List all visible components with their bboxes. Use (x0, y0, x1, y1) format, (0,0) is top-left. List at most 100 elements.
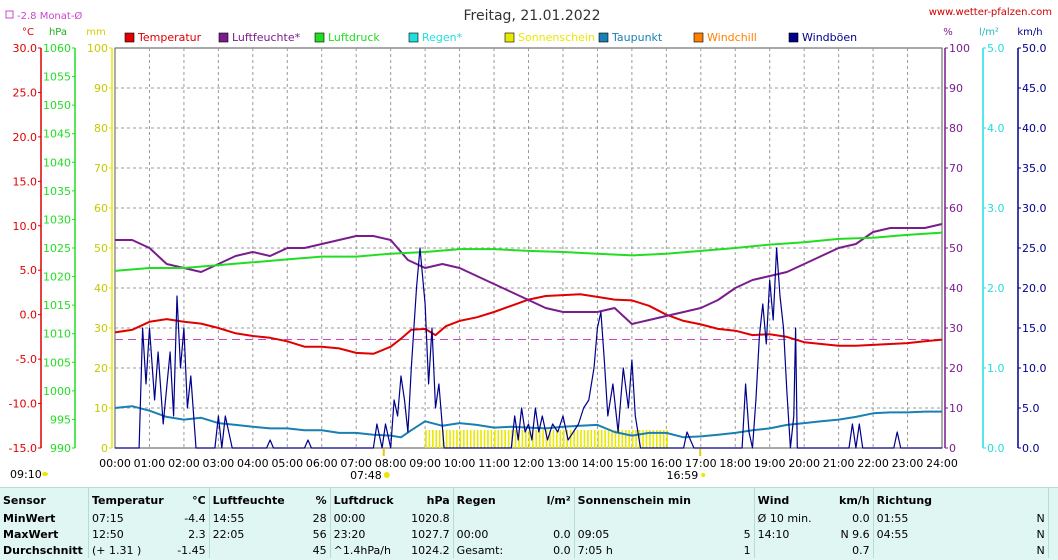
sunshine-bar (452, 430, 455, 448)
sunshine-bar (476, 430, 479, 448)
sunshine-bar (487, 430, 489, 448)
tick-label-hum: 20 (949, 362, 963, 375)
legend-label: Temperatur (137, 31, 202, 44)
sunshine-bar (652, 430, 655, 448)
row-label: Durchschnitt (3, 543, 83, 557)
tick-label-time: 18:00 (719, 457, 751, 470)
hdr-hum-unit: % (315, 493, 327, 507)
unit-wind: km/h (1017, 27, 1042, 38)
dir-value: N (1036, 527, 1045, 541)
tick-label-wind: 20.0 (1022, 282, 1047, 295)
sunshine-bar (494, 430, 496, 448)
tick-label-time: 19:00 (754, 457, 786, 470)
site-link[interactable]: www.wetter-pfalzen.com (929, 7, 1052, 18)
press-time: 23:20 (329, 526, 403, 542)
hum-time (208, 542, 294, 558)
sunshine-bar (628, 430, 631, 448)
dir-time (872, 542, 1000, 558)
wind-value: N 9.6 (840, 527, 870, 541)
tick-label-press: 1025 (43, 242, 71, 255)
tick-label-temp: -15.0 (9, 442, 37, 455)
tick-label-time: 11:00 (478, 457, 510, 470)
unit-mm: mm (86, 27, 105, 38)
tick-label-time: 23:00 (892, 457, 924, 470)
sunshine-bar (521, 430, 524, 448)
tick-label-hum: 10 (949, 402, 963, 415)
tick-label-rain: 2.0 (987, 282, 1005, 295)
sunshine-bar (597, 430, 600, 448)
tick-label-press: 1005 (43, 356, 71, 369)
legend-swatch (314, 32, 325, 43)
sunshine-bar (469, 430, 472, 448)
sunshine-bar (449, 430, 451, 448)
tick-label-press: 1060 (43, 42, 71, 55)
sunshine-bar (531, 430, 534, 448)
row-label: MinWert (3, 511, 56, 525)
stats-spacer (1047, 510, 1058, 526)
tick-label-press: 1040 (43, 156, 71, 169)
tick-label-hum: 50 (949, 242, 963, 255)
tick-label-wind: 35.0 (1022, 162, 1047, 175)
tick-label-wind: 15.0 (1022, 322, 1047, 335)
legend-swatch (598, 32, 609, 43)
sunshine-bar (549, 430, 551, 448)
stats-panel: Sensor Temperatur °C Luftfeuchte % Luftd… (0, 487, 1058, 560)
temp-value: 2.3 (188, 527, 206, 541)
legend-swatch (788, 32, 799, 43)
tick-label-wind: 50.0 (1022, 42, 1047, 55)
tick-label-time: 07:00 (340, 457, 372, 470)
stats-spacer (1047, 526, 1058, 542)
tick-label-mm: 40 (94, 282, 108, 295)
sunshine-bar (573, 430, 575, 448)
legend-swatch (408, 32, 419, 43)
tick-label-press: 1045 (43, 128, 71, 141)
chart-title: Freitag, 21.01.2022 (464, 8, 601, 24)
dir-time: 01:55 (872, 510, 1000, 526)
hdr-wind-unit: km/h (839, 493, 870, 507)
hum-value: 56 (312, 527, 327, 541)
tick-label-hum: 80 (949, 122, 963, 135)
sun-value: 1 (743, 543, 751, 557)
hum-time: 22:05 (208, 526, 294, 542)
tick-label-time: 15:00 (616, 457, 648, 470)
sunshine-bar (611, 430, 613, 448)
hdr-dir: Richtung (872, 488, 1049, 510)
hdr-rain-unit: l/m² (546, 493, 571, 507)
press-value: 1024.2 (411, 543, 450, 557)
press-time: ^1.4hPa/h (329, 542, 403, 558)
tick-label-wind: 30.0 (1022, 202, 1047, 215)
tick-label-press: 990 (50, 442, 71, 455)
sunshine-bar (435, 430, 438, 448)
tick-label-time: 06:00 (306, 457, 338, 470)
sunshine-bar (600, 430, 603, 448)
tick-label-rain: 4.0 (987, 122, 1005, 135)
sunshine-bar (562, 430, 565, 448)
stats-row-avg: Durchschnitt (+ 1.31 ) -1.45 45 ^1.4hPa/… (0, 542, 1058, 558)
sunshine-bar (645, 430, 648, 448)
now-label: 09:10 (10, 468, 42, 481)
weather-chart: Freitag, 21.01.2022 www.wetter-pfalzen.c… (5, 7, 1052, 482)
wind-time: 14:10 (753, 526, 823, 542)
tick-label-mm: 20 (94, 362, 108, 375)
stats-row-max: MaxWert 12:50 2.3 22:05 56 23:20 1027.7 … (0, 526, 1058, 542)
sunshine-bar (556, 430, 558, 448)
sunshine-bar (528, 430, 531, 448)
wind-time: Ø 10 min. (753, 510, 823, 526)
tick-label-temp: 0.0 (20, 309, 38, 322)
legend-swatch (693, 32, 704, 43)
hdr-sun: Sonnenschein min (573, 488, 755, 510)
stats-header-row: Sensor Temperatur °C Luftfeuchte % Luftd… (0, 488, 1058, 510)
tick-label-temp: 25.0 (13, 86, 38, 99)
sunshine-bar (504, 430, 506, 448)
sunshine-bar (445, 430, 448, 448)
unit-temp: °C (22, 27, 34, 38)
rain-value (520, 510, 575, 526)
tick-label-press: 1020 (43, 271, 71, 284)
sun-time: 7:05 h (573, 542, 711, 558)
stats-spacer (1047, 488, 1058, 510)
sunshine-bar (497, 430, 500, 448)
tick-label-hum: 100 (949, 42, 970, 55)
sunshine-bar (659, 430, 662, 448)
tick-label-press: 1000 (43, 385, 71, 398)
tick-label-temp: 30.0 (13, 42, 38, 55)
